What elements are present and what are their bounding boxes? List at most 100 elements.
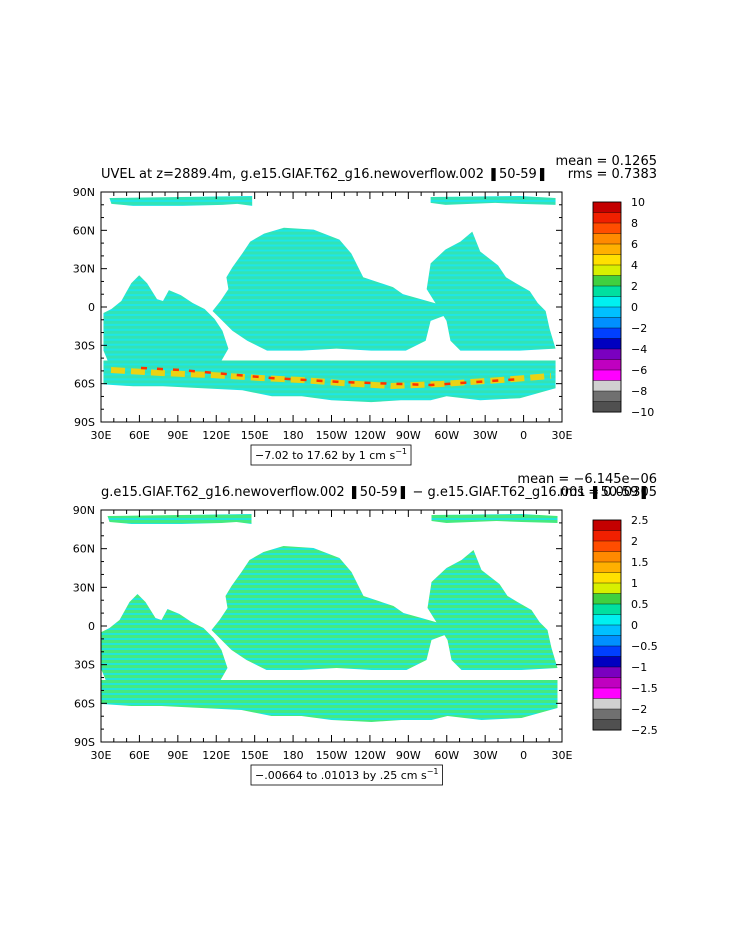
- colorbar-swatch: [592, 369, 622, 382]
- lon-label: 30W: [473, 429, 498, 442]
- rms-stat: rms = 0.00305: [560, 485, 657, 500]
- colorbar-swatch: [592, 327, 622, 340]
- colorbar-swatch: [592, 380, 622, 392]
- colorbar-label: 4: [631, 259, 638, 272]
- colorbar-swatch: [592, 285, 622, 298]
- colorbar-swatch: [592, 614, 622, 626]
- lon-label: 30E: [552, 429, 573, 442]
- colorbar-swatch: [592, 338, 622, 350]
- lon-label: 120E: [202, 429, 230, 442]
- lat-label: 60S: [74, 378, 95, 391]
- lon-label: 150W: [316, 749, 348, 762]
- lat-label: 0: [88, 301, 95, 314]
- lat-label: 60S: [74, 697, 95, 710]
- range-box: −7.02 to 17.62 by 1 cm s−1: [250, 444, 412, 466]
- colorbar-label: 0: [631, 301, 638, 314]
- lat-label: 90N: [73, 186, 95, 199]
- colorbar-swatch: [592, 530, 622, 542]
- panel-title: g.e15.GIAF.T62_g16.newoverflow.002 ❚50-5…: [101, 485, 649, 500]
- colorbar-swatch: [592, 708, 622, 721]
- range-text: −.00664 to .01013 by .25 cm s−1: [255, 767, 439, 782]
- lon-label: 90E: [167, 429, 188, 442]
- colorbar-swatch: [592, 222, 622, 235]
- lon-label: 30E: [91, 749, 112, 762]
- colorbar-swatch: [592, 254, 622, 266]
- colorbar-swatch: [592, 296, 622, 308]
- colorbar-swatch: [592, 572, 622, 584]
- lon-label: 60W: [434, 749, 459, 762]
- colorbar-label: 1.5: [631, 556, 649, 569]
- colorbar-label: −1: [631, 661, 647, 674]
- lat-label: 30S: [74, 339, 95, 352]
- colorbar-swatch: [592, 390, 622, 403]
- colorbar-swatch: [592, 233, 622, 245]
- colorbar-label: −1.5: [631, 682, 658, 695]
- colorbar-label: 2: [631, 280, 638, 293]
- colorbar-swatch: [592, 519, 622, 532]
- lat-label: 30S: [74, 659, 95, 672]
- lon-label: 30W: [473, 749, 498, 762]
- lon-label: 90E: [167, 749, 188, 762]
- colorbar-frame: [592, 519, 622, 731]
- colorbar-label: −8: [631, 385, 647, 398]
- colorbar-swatch: [592, 635, 622, 647]
- lon-label: 120W: [354, 429, 386, 442]
- colorbar-swatch: [592, 348, 622, 361]
- lon-label: 120W: [354, 749, 386, 762]
- colorbar-swatch: [592, 719, 622, 731]
- ocean-field: [101, 514, 558, 722]
- colorbar-label: 1: [631, 577, 638, 590]
- lat-label: 90S: [74, 736, 95, 749]
- panel-title: UVEL at z=2889.4m, g.e15.GIAF.T62_g16.ne…: [101, 167, 548, 182]
- colorbar-swatch: [592, 264, 622, 277]
- colorbar-swatch: [592, 275, 622, 287]
- lon-label: 180: [283, 749, 304, 762]
- colorbar-label: −2: [631, 322, 647, 335]
- mean-stat: mean = 0.1265: [555, 154, 657, 169]
- colorbar-swatch: [592, 645, 622, 658]
- colorbar-label: 0: [631, 619, 638, 632]
- lon-label: 30E: [91, 429, 112, 442]
- lon-label: 180: [283, 429, 304, 442]
- lat-label: 0: [88, 620, 95, 633]
- lat-label: 30N: [73, 581, 95, 594]
- lon-label: 60W: [434, 429, 459, 442]
- colorbar-swatch: [592, 698, 622, 710]
- lon-label: 150W: [316, 429, 348, 442]
- colorbar-swatch: [592, 561, 622, 574]
- colorbar-swatch: [592, 212, 622, 224]
- range-box: −.00664 to .01013 by .25 cm s−1: [250, 764, 443, 786]
- colorbar-swatch: [592, 624, 622, 637]
- lon-label: 60E: [129, 429, 150, 442]
- lon-label: 60E: [129, 749, 150, 762]
- colorbar-label: 10: [631, 196, 645, 209]
- lat-label: 60N: [73, 543, 95, 556]
- colorbar-label: 2: [631, 535, 638, 548]
- colorbar-label: 6: [631, 238, 638, 251]
- colorbar-label: 8: [631, 217, 638, 230]
- range-frame: [250, 764, 443, 786]
- lon-label: 120E: [202, 749, 230, 762]
- colorbar-frame: [592, 201, 622, 413]
- colorbar-label: 0.5: [631, 598, 649, 611]
- colorbar-label: −2.5: [631, 724, 658, 737]
- colorbar-swatch: [592, 582, 622, 595]
- colorbar-swatch: [592, 677, 622, 689]
- colorbar-swatch: [592, 666, 622, 679]
- lat-label: 60N: [73, 224, 95, 237]
- colorbar-swatch: [592, 687, 622, 700]
- range-sup: −1: [395, 447, 407, 456]
- colorbar-label: −4: [631, 343, 647, 356]
- colorbar-label: 2.5: [631, 514, 649, 527]
- lon-label: 150E: [241, 429, 269, 442]
- lat-label: 30N: [73, 263, 95, 276]
- colorbar-label: −10: [631, 406, 654, 419]
- lon-label: 30E: [552, 749, 573, 762]
- colorbar-swatch: [592, 593, 622, 605]
- colorbar-swatch: [592, 359, 622, 371]
- range-sup: −1: [427, 767, 439, 776]
- colorbar: 10 8 6 4 2 0 −2 −4 −6 −8 −10: [592, 196, 654, 419]
